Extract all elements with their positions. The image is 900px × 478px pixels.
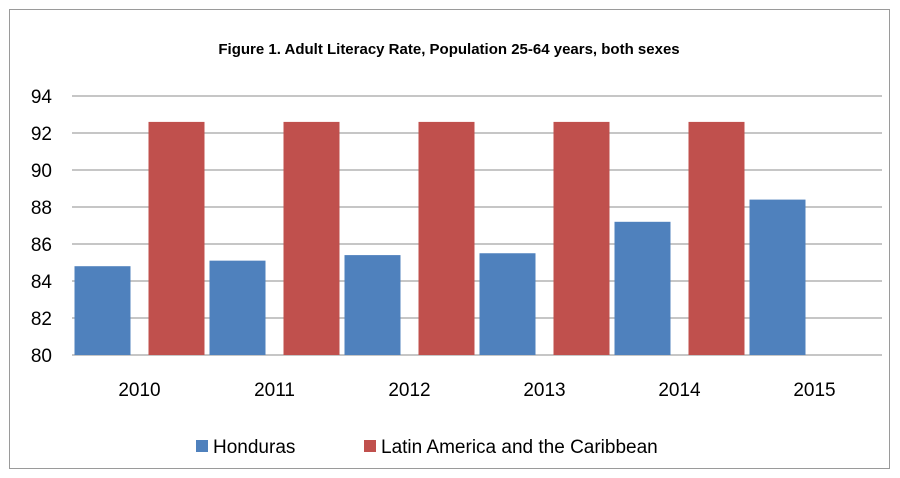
bar-latin-america-and-the-caribbean-2014 (688, 121, 745, 356)
x-tick-label: 2013 (523, 380, 565, 401)
legend-label: Latin America and the Caribbean (381, 437, 658, 458)
bar-latin-america-and-the-caribbean-2012 (418, 121, 475, 356)
bar-honduras-2015 (749, 199, 806, 355)
y-tick-label: 80 (31, 346, 52, 367)
bar-latin-america-and-the-caribbean-2010 (148, 121, 205, 356)
bar-honduras-2013 (479, 253, 536, 355)
y-tick-label: 84 (31, 272, 53, 293)
x-tick-label: 2011 (254, 380, 295, 401)
bar-honduras-2014 (614, 221, 671, 355)
y-tick-label: 90 (31, 161, 52, 182)
x-tick-label: 2010 (118, 380, 160, 401)
legend-swatch (364, 440, 376, 452)
y-tick-label: 94 (31, 87, 53, 108)
bar-honduras-2012 (344, 255, 401, 355)
x-tick-label: 2015 (793, 380, 835, 401)
y-axis-tick-labels: 80 82 84 86 88 90 92 94 (31, 87, 53, 367)
bars (74, 121, 806, 356)
x-tick-label: 2012 (388, 380, 430, 401)
bar-honduras-2011 (209, 260, 266, 355)
x-tick-label: 2014 (658, 380, 701, 401)
gridlines (72, 95, 882, 356)
bar-honduras-2010 (74, 266, 131, 355)
legend: Honduras Latin America and the Caribbean (196, 437, 658, 458)
x-axis-tick-labels: 2010 2011 2012 2013 2014 2015 (118, 380, 835, 401)
legend-label: Honduras (213, 437, 295, 458)
y-tick-label: 88 (31, 198, 52, 219)
legend-swatch (196, 440, 208, 452)
bar-latin-america-and-the-caribbean-2011 (283, 121, 340, 356)
y-tick-label: 86 (31, 235, 52, 256)
bar-latin-america-and-the-caribbean-2013 (553, 121, 610, 356)
chart-title: Figure 1. Adult Literacy Rate, Populatio… (218, 41, 679, 58)
y-tick-label: 92 (31, 124, 52, 145)
y-tick-label: 82 (31, 309, 52, 330)
